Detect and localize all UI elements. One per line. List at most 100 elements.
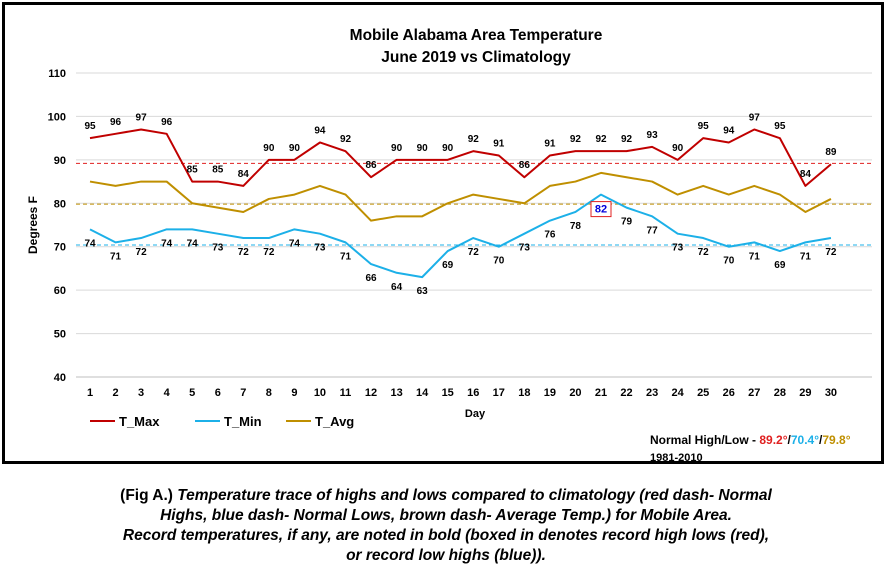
data-label: 64 [391,282,403,293]
data-label: 92 [595,134,607,145]
legend-label: T_Avg [315,414,354,429]
data-label: 73 [314,243,326,254]
normal-high-value: 89.2° [759,433,787,447]
data-label: 72 [136,247,148,258]
caption-lead: (Fig A.) [120,487,178,504]
data-label: 97 [136,112,148,123]
y-axis-title: Degrees F [26,196,40,254]
data-label: 92 [621,134,633,145]
temperature-chart: Mobile Alabama Area Temperature June 2019… [26,27,872,464]
x-tick-label: 28 [774,387,786,399]
y-tick-label: 70 [54,242,66,254]
data-label: 90 [263,143,275,154]
data-label: 84 [800,169,812,180]
x-tick-label: 17 [493,387,505,399]
data-label: 95 [774,121,786,132]
x-tick-label: 23 [646,387,658,399]
data-label: 90 [442,143,454,154]
x-tick-label: 10 [314,387,326,399]
data-label: 74 [187,238,199,249]
x-tick-label: 15 [442,387,454,399]
data-label: 92 [468,134,480,145]
data-label: 66 [365,273,377,284]
data-label: 92 [570,134,582,145]
series-line-t-avg [89,171,832,222]
legend-label: T_Min [224,414,262,429]
caption-line-3: Record temperatures, if any, are noted i… [122,527,770,544]
chart-frame [2,2,884,464]
series-line-t-min [89,193,832,279]
data-label: 90 [417,143,429,154]
data-label: 72 [468,247,480,258]
x-tick-label: 27 [748,387,760,399]
data-label: 86 [519,160,531,171]
y-tick-label: 90 [54,155,66,167]
data-label: 79 [621,217,633,228]
x-tick-label: 12 [365,387,377,399]
figure-caption: (Fig A.) Temperature trace of highs and … [0,486,892,566]
data-label: 86 [365,160,377,171]
record-box [590,201,612,218]
x-tick-label: 1 [87,387,93,399]
data-label: 70 [493,256,505,267]
data-label: 76 [544,230,556,241]
data-label: 95 [84,121,96,132]
data-label: 89 [825,147,837,158]
data-label: 96 [161,117,173,128]
x-tick-label: 2 [112,387,118,399]
x-tick-label: 24 [672,387,685,399]
data-label: 73 [212,243,224,254]
x-tick-label: 8 [266,387,272,399]
x-tick-label: 11 [340,387,352,399]
series-line-t-max [89,128,832,187]
caption-line-4: or record low highs (blue)). [346,547,546,564]
x-tick-label: 16 [467,387,479,399]
y-tick-label: 100 [48,111,66,123]
x-tick-label: 20 [569,387,581,399]
y-tick-label: 40 [54,372,66,384]
x-tick-label: 26 [723,387,735,399]
normal-note-prefix: Normal High/Low - [650,433,759,447]
normal-note: Normal High/Low - 89.2°/70.4°/79.8° [650,433,851,447]
x-tick-label: 18 [518,387,530,399]
x-axis-title: Day [465,408,486,420]
normal-period: 1981-2010 [650,452,703,464]
data-label: 94 [723,125,735,136]
x-tick-label: 14 [416,387,429,399]
x-tick-label: 22 [620,387,632,399]
x-tick-label: 21 [595,387,607,399]
legend-label: T_Max [119,414,160,429]
data-label: 74 [161,238,173,249]
x-tick-label: 29 [799,387,811,399]
data-label: 77 [647,225,659,236]
data-label: 97 [749,112,761,123]
data-label: 94 [314,125,326,136]
data-label: 93 [647,130,659,141]
data-label: 74 [84,238,96,249]
data-label: 84 [238,169,250,180]
x-tick-label: 13 [390,387,402,399]
record-label: 82 [595,204,607,216]
x-tick-label: 30 [825,387,837,399]
data-label: 91 [544,139,556,150]
data-label: 69 [774,260,786,271]
y-tick-label: 50 [54,329,66,341]
caption-line-1: (Fig A.) Temperature trace of highs and … [0,486,892,506]
data-label: 72 [238,247,250,258]
normal-avg-value: 79.8° [822,433,850,447]
chart-title: Mobile Alabama Area Temperature [350,27,603,44]
x-tick-label: 5 [189,387,195,399]
data-label: 71 [800,251,812,262]
normal-low-value: 70.4° [791,433,819,447]
data-label: 85 [187,165,199,176]
y-tick-label: 60 [54,285,66,297]
data-label: 72 [263,247,275,258]
data-label: 96 [110,117,122,128]
data-label: 90 [672,143,684,154]
data-label: 71 [340,251,352,262]
data-label: 85 [212,165,224,176]
chart-subtitle: June 2019 vs Climatology [381,49,571,66]
normal-sep: / [819,433,823,447]
caption-line-2: Highs, blue dash- Normal Lows, brown das… [160,507,732,524]
x-tick-label: 4 [164,387,171,399]
